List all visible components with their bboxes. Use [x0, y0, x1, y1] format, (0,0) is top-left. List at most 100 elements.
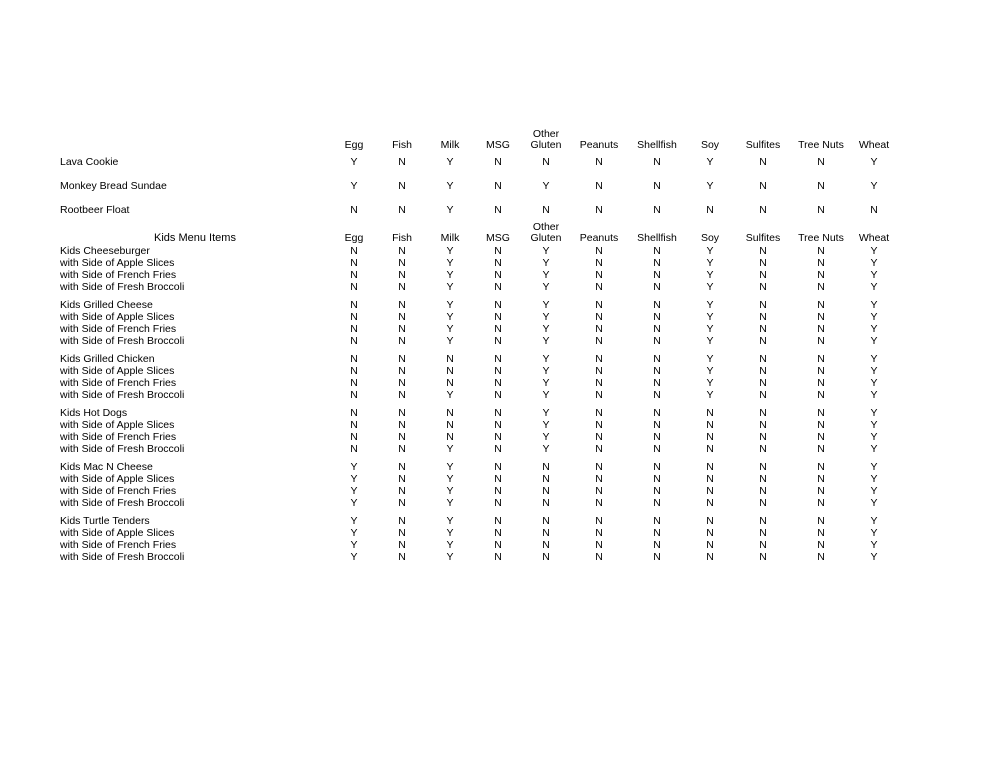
allergen-cell-other-gluten: N: [542, 473, 550, 485]
allergen-cell-fish: N: [398, 551, 406, 563]
allergen-cell-peanuts: N: [595, 335, 603, 347]
allergen-cell-msg: N: [494, 461, 502, 473]
allergen-cell-egg: N: [350, 323, 358, 335]
allergen-cell-egg: Y: [350, 551, 358, 563]
allergen-cell-sulfites: N: [759, 539, 767, 551]
allergen-cell-tree-nuts: N: [817, 539, 825, 551]
allergen-cell-fish: N: [398, 497, 406, 509]
allergen-cell-other-gluten: N: [542, 515, 550, 527]
row-item-name: with Side of Fresh Broccoli: [60, 443, 185, 455]
allergen-cell-milk: Y: [446, 473, 454, 485]
allergen-cell-msg: N: [494, 377, 502, 389]
allergen-cell-egg: N: [350, 443, 358, 455]
allergen-cell-msg: N: [494, 527, 502, 539]
column-header-peanuts-line1: Peanuts: [579, 138, 619, 151]
row-item-name: with Side of Fresh Broccoli: [60, 281, 185, 293]
allergen-cell-shellfish: N: [653, 353, 661, 365]
allergen-cell-sulfites: N: [759, 515, 767, 527]
allergen-cell-egg: N: [350, 204, 358, 216]
allergen-cell-milk: Y: [446, 257, 454, 269]
allergen-cell-msg: N: [494, 204, 502, 216]
table-row: with Side of Apple Slices N N Y N Y N N Y N N Y: [60, 257, 898, 269]
row-item-name: Kids Grilled Cheese: [60, 299, 153, 311]
allergen-cell-milk: N: [446, 431, 454, 443]
allergen-cell-sulfites: N: [759, 204, 767, 216]
allergen-cell-sulfites: N: [759, 353, 767, 365]
column-header-wheat-line1: Wheat: [858, 138, 890, 151]
allergen-cell-msg: N: [494, 407, 502, 419]
allergen-cell-tree-nuts: N: [817, 431, 825, 443]
column-header-shellfish: Shellfish: [628, 221, 686, 243]
allergen-cell-other-gluten: Y: [542, 269, 550, 281]
column-header-tree-nuts-line1: Tree Nuts: [798, 138, 844, 151]
allergen-cell-peanuts: N: [595, 389, 603, 401]
row-item-name: with Side of French Fries: [60, 539, 177, 551]
allergen-cell-wheat: Y: [870, 269, 878, 281]
row-item-name: Kids Mac N Cheese: [60, 461, 153, 473]
allergen-cell-peanuts: N: [595, 353, 603, 365]
allergen-cell-egg: N: [350, 377, 358, 389]
allergen-cell-fish: N: [398, 461, 406, 473]
allergen-cell-soy: Y: [706, 180, 714, 192]
allergen-cell-shellfish: N: [653, 419, 661, 431]
allergen-cell-tree-nuts: N: [817, 515, 825, 527]
table-row: with Side of Apple Slices N N N N Y N N N N N Y: [60, 419, 898, 431]
allergen-cell-fish: N: [398, 180, 406, 192]
allergen-cell-tree-nuts: N: [817, 245, 825, 257]
allergen-cell-other-gluten: N: [542, 527, 550, 539]
allergen-cell-milk: N: [446, 407, 454, 419]
allergen-cell-milk: N: [446, 377, 454, 389]
allergen-cell-msg: N: [494, 551, 502, 563]
allergen-cell-tree-nuts: N: [817, 281, 825, 293]
allergen-cell-peanuts: N: [595, 245, 603, 257]
allergen-cell-shellfish: N: [653, 407, 661, 419]
allergen-cell-soy: N: [706, 407, 714, 419]
allergen-cell-egg: Y: [350, 461, 358, 473]
column-header-kids-menu-items: Kids Menu Items: [154, 231, 236, 244]
allergen-cell-peanuts: N: [595, 323, 603, 335]
allergen-cell-wheat: Y: [870, 485, 878, 497]
allergen-cell-egg: Y: [350, 497, 358, 509]
table-row: with Side of Fresh Broccoli Y N Y N N N N N N N Y: [60, 497, 898, 509]
allergen-cell-shellfish: N: [653, 156, 661, 168]
allergen-cell-fish: N: [398, 299, 406, 311]
allergen-cell-egg: Y: [350, 485, 358, 497]
allergen-cell-milk: Y: [446, 497, 454, 509]
allergen-cell-milk: Y: [446, 299, 454, 311]
allergen-cell-egg: Y: [350, 515, 358, 527]
table-row: with Side of Fresh Broccoli N N Y N Y N N Y N N Y: [60, 281, 898, 293]
allergen-cell-peanuts: N: [595, 365, 603, 377]
column-header-fish-line1: Fish: [392, 231, 412, 244]
allergen-cell-soy: N: [706, 431, 714, 443]
allergen-cell-egg: N: [350, 269, 358, 281]
allergen-cell-other-gluten: Y: [542, 377, 550, 389]
allergen-cell-egg: Y: [350, 180, 358, 192]
column-header-other-gluten-line1: Other: [532, 221, 560, 233]
allergen-cell-tree-nuts: N: [817, 269, 825, 281]
row-item-name: with Side of Fresh Broccoli: [60, 551, 185, 563]
allergen-cell-milk: Y: [446, 245, 454, 257]
allergen-cell-soy: Y: [706, 353, 714, 365]
allergen-cell-soy: Y: [706, 311, 714, 323]
allergen-cell-sulfites: N: [759, 443, 767, 455]
allergen-cell-other-gluten: N: [542, 461, 550, 473]
column-header-fish: Fish: [378, 126, 426, 150]
allergen-cell-shellfish: N: [653, 245, 661, 257]
allergen-cell-milk: Y: [446, 551, 454, 563]
allergen-cell-other-gluten: Y: [542, 311, 550, 323]
allergen-cell-peanuts: N: [595, 497, 603, 509]
table-row: with Side of Apple Slices N N Y N Y N N Y N N Y: [60, 311, 898, 323]
row-item-name: with Side of Fresh Broccoli: [60, 389, 185, 401]
allergen-cell-msg: N: [494, 257, 502, 269]
allergen-cell-msg: N: [494, 281, 502, 293]
allergen-cell-peanuts: N: [595, 551, 603, 563]
allergen-cell-msg: N: [494, 299, 502, 311]
column-header-peanuts-line1: Peanuts: [579, 231, 619, 244]
allergen-cell-fish: N: [398, 485, 406, 497]
allergen-cell-soy: Y: [706, 245, 714, 257]
allergen-cell-soy: Y: [706, 335, 714, 347]
allergen-cell-msg: N: [494, 539, 502, 551]
allergen-cell-sulfites: N: [759, 365, 767, 377]
row-item-name: with Side of French Fries: [60, 323, 177, 335]
allergen-cell-egg: N: [350, 419, 358, 431]
